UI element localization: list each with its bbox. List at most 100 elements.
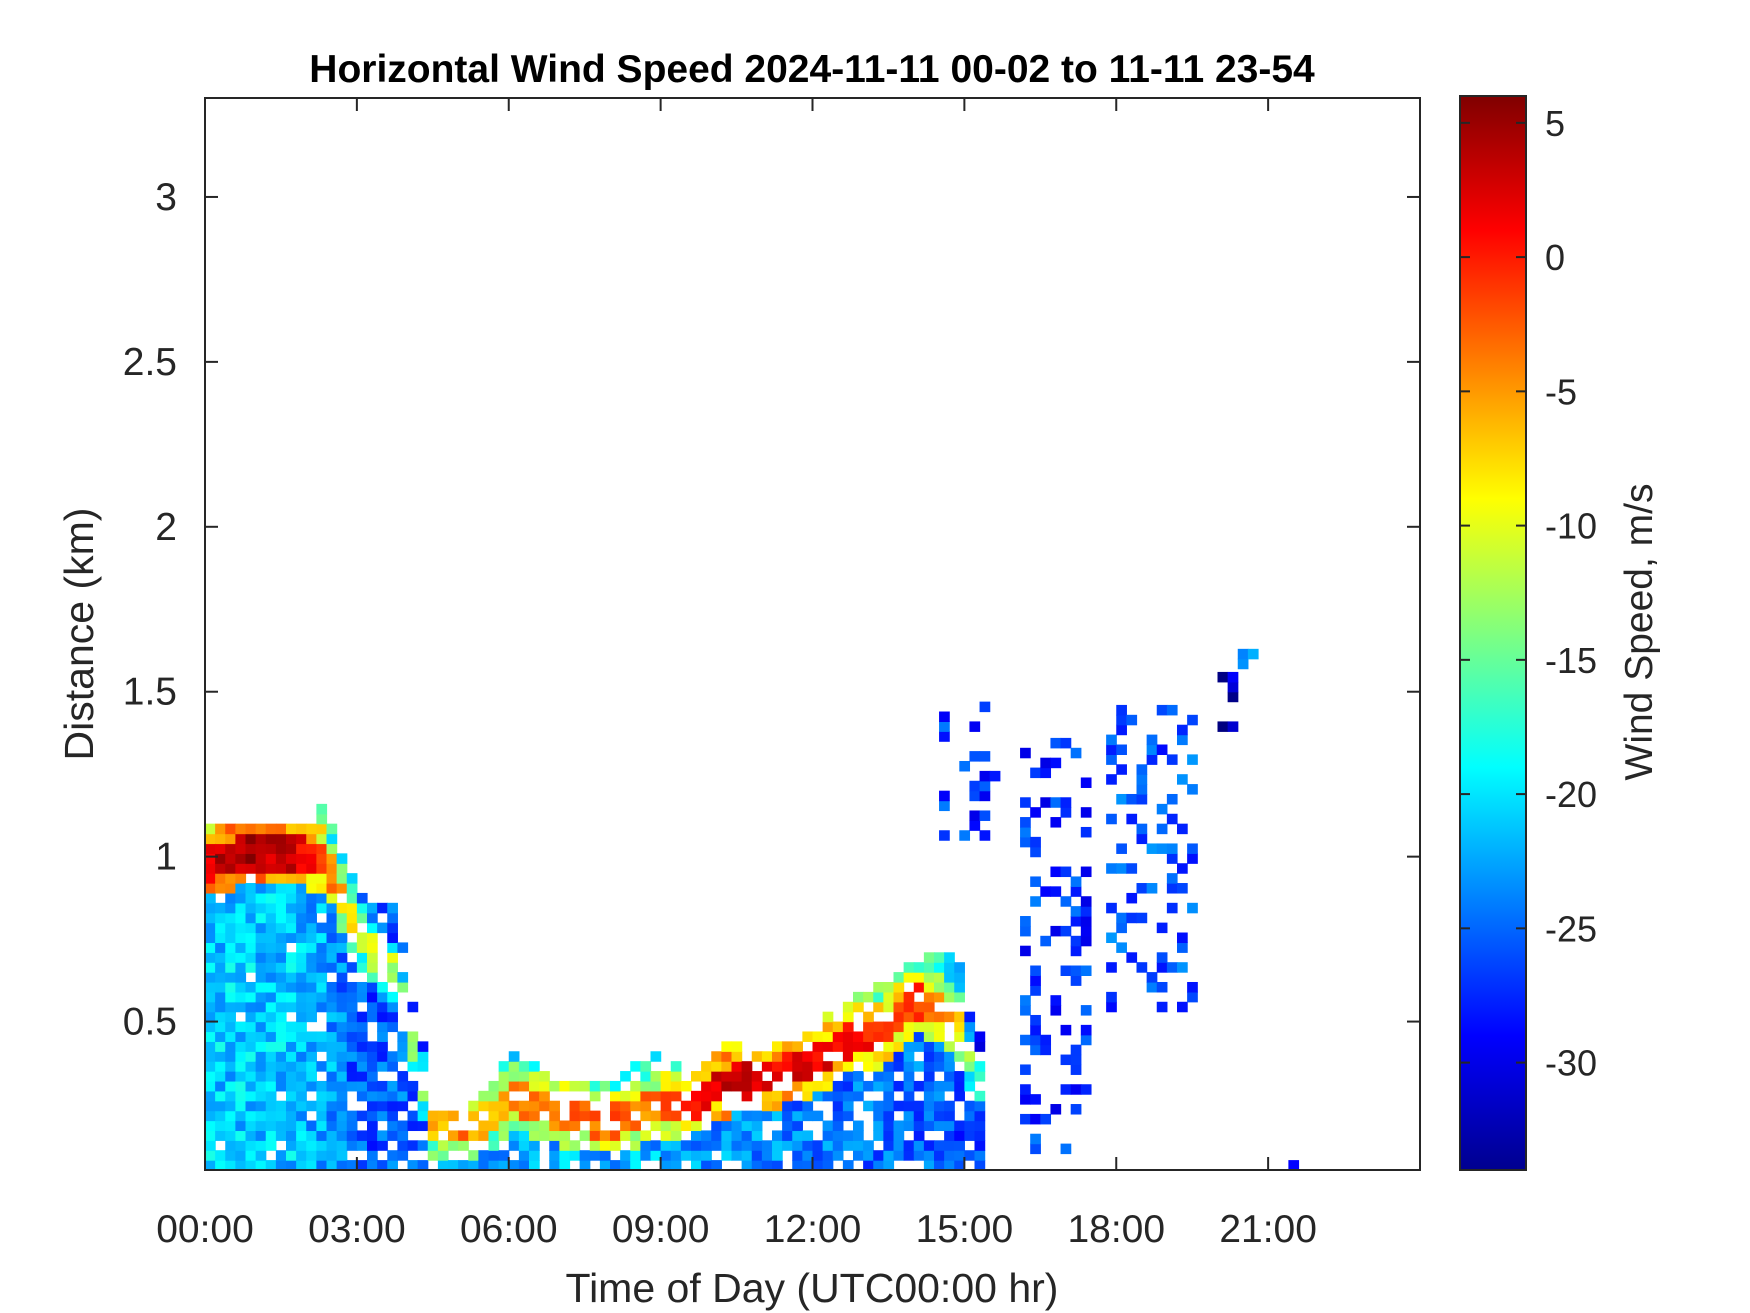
- heatmap-cell: [235, 1130, 247, 1141]
- heatmap-cell: [326, 892, 338, 904]
- heatmap-cell: [903, 1051, 915, 1062]
- heatmap-cell: [569, 1080, 581, 1092]
- heatmap-cell: [1116, 744, 1127, 755]
- heatmap-cell: [296, 873, 307, 884]
- heatmap-cell: [812, 1031, 824, 1042]
- heatmap-cell: [792, 1100, 803, 1112]
- heatmap-cell: [974, 1031, 986, 1042]
- heatmap-cell: [387, 942, 398, 953]
- heatmap-cell: [772, 1051, 783, 1062]
- heatmap-cell: [1050, 1005, 1062, 1016]
- heatmap-cell: [336, 1011, 348, 1023]
- heatmap-cell: [1106, 774, 1117, 785]
- heatmap-cell: [336, 1140, 348, 1151]
- heatmap-cell: [336, 942, 348, 953]
- heatmap-cell: [1070, 945, 1082, 957]
- heatmap-cell: [650, 1110, 662, 1122]
- heatmap-cell: [255, 962, 267, 973]
- heatmap-cell: [346, 1120, 358, 1132]
- heatmap-cell: [1247, 648, 1259, 660]
- heatmap-cell: [275, 853, 287, 864]
- heatmap-cell: [245, 1051, 257, 1062]
- heatmap-cell: [610, 1140, 621, 1151]
- heatmap-cell: [1080, 965, 1092, 976]
- heatmap-cell: [417, 1120, 429, 1132]
- heatmap-cell: [387, 1061, 398, 1072]
- heatmap-cell: [939, 721, 950, 732]
- y-tick-label: 3: [155, 176, 177, 219]
- heatmap-cell: [356, 1041, 368, 1052]
- heatmap-cell: [508, 1051, 520, 1062]
- heatmap-cell: [407, 1001, 419, 1013]
- heatmap-cell: [822, 1041, 834, 1052]
- heatmap-cell: [893, 1011, 905, 1023]
- heatmap-cell: [205, 833, 216, 845]
- heatmap-cell: [701, 1080, 712, 1092]
- heatmap-cell: [640, 1110, 652, 1122]
- heatmap-cell: [923, 1160, 935, 1170]
- heatmap-cell: [1070, 886, 1082, 897]
- heatmap-cell: [934, 1090, 945, 1102]
- heatmap-cell: [326, 1120, 338, 1132]
- heatmap-cell: [863, 1021, 874, 1033]
- heatmap-cell: [255, 1130, 267, 1141]
- heatmap-cell: [741, 1140, 753, 1151]
- heatmap-cell: [959, 830, 971, 841]
- heatmap-cell: [1136, 793, 1148, 805]
- heatmap-cell: [1040, 767, 1052, 779]
- heatmap-cell: [356, 962, 368, 973]
- heatmap-cell: [275, 873, 287, 884]
- heatmap-cell: [265, 1051, 277, 1062]
- heatmap-cell: [265, 912, 277, 924]
- heatmap-cell: [1116, 843, 1127, 854]
- heatmap-cell: [275, 991, 287, 1003]
- heatmap-cell: [1060, 1024, 1072, 1036]
- heatmap-cell: [691, 1110, 702, 1122]
- heatmap-cell: [529, 1160, 540, 1170]
- heatmap-cell: [1146, 972, 1158, 983]
- heatmap-cell: [792, 1160, 803, 1170]
- heatmap-cell: [1166, 793, 1178, 805]
- heatmap-cell: [812, 1090, 824, 1102]
- heatmap-cell: [1080, 866, 1092, 878]
- heatmap-cell: [336, 853, 348, 864]
- heatmap-cell: [397, 1041, 409, 1052]
- heatmap-cell: [589, 1110, 601, 1122]
- heatmap-cell: [518, 1071, 530, 1082]
- heatmap-cell: [205, 1150, 216, 1161]
- heatmap-cell: [387, 962, 398, 973]
- heatmap-cell: [225, 912, 236, 924]
- heatmap-cell: [640, 1061, 652, 1072]
- heatmap-cell: [944, 1071, 955, 1082]
- heatmap-cell: [761, 1140, 773, 1151]
- heatmap-cell: [265, 883, 277, 894]
- heatmap-cell: [286, 1080, 297, 1092]
- heatmap-cell: [296, 863, 307, 874]
- heatmap-cell: [377, 1051, 388, 1062]
- heatmap-cell: [235, 991, 247, 1003]
- heatmap-cell: [215, 922, 226, 934]
- heatmap-cell: [812, 1150, 824, 1161]
- heatmap-cell: [316, 1130, 328, 1141]
- heatmap-cell: [235, 873, 247, 884]
- heatmap-cell: [650, 1090, 662, 1102]
- heatmap-cell: [691, 1120, 702, 1132]
- heatmap-cell: [417, 1100, 429, 1112]
- heatmap-cell: [539, 1100, 550, 1112]
- heatmap-cell: [225, 1001, 236, 1013]
- heatmap-cell: [336, 1041, 348, 1052]
- heatmap-cell: [255, 942, 267, 953]
- heatmap-cell: [427, 1130, 439, 1141]
- heatmap-cell: [721, 1071, 733, 1082]
- heatmap-cell: [326, 1011, 338, 1023]
- heatmap-cell: [356, 1110, 368, 1122]
- heatmap-cell: [397, 1090, 409, 1102]
- heatmap-cell: [792, 1041, 803, 1052]
- heatmap-cell: [569, 1110, 581, 1122]
- heatmap-cell: [670, 1130, 682, 1141]
- y-tick-label: 2.5: [123, 341, 177, 384]
- x-tick-label: 21:00: [1219, 1208, 1317, 1251]
- heatmap-cell: [316, 1080, 328, 1092]
- heatmap-cell: [1217, 721, 1229, 732]
- heatmap-cell: [316, 1150, 328, 1161]
